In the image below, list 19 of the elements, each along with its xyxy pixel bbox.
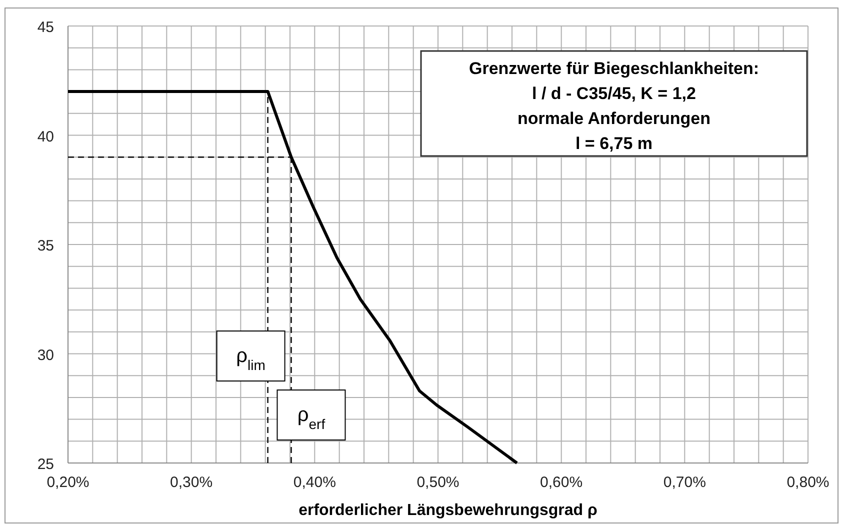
series-label: ρ$_{lim}$ [236,345,266,373]
annotation: l / d - C35/45, K = 1,2 [532,84,696,103]
x-tick-label: 0,70% [663,474,706,491]
x-tick-label: 0,40% [293,474,336,491]
y-tick-label: 25 [37,456,54,473]
series-label: ρ$_{erf}$ [297,404,326,432]
x-tick-label: 0,50% [416,474,460,491]
x-tick-label: 0,30% [170,474,213,491]
y-tick-label: 30 [37,346,54,364]
y-tick-label: 45 [37,19,54,36]
annotation: l = 6,75 m [575,134,653,153]
x-axis-title: erforderlicher Längsbewehrungsgrad ρ [298,502,598,519]
y-tick-label: 35 [37,238,54,254]
y-tick-label: 40 [37,128,54,146]
x-tick-label: 0,20% [46,474,90,491]
annotation: Grenzwerte für Biegeschlankheiten: [468,59,760,78]
annotation: normale Anforderungen [518,109,710,128]
x-tick-label: 0,80% [786,474,830,491]
x-tick-label: 0,60% [540,474,583,491]
